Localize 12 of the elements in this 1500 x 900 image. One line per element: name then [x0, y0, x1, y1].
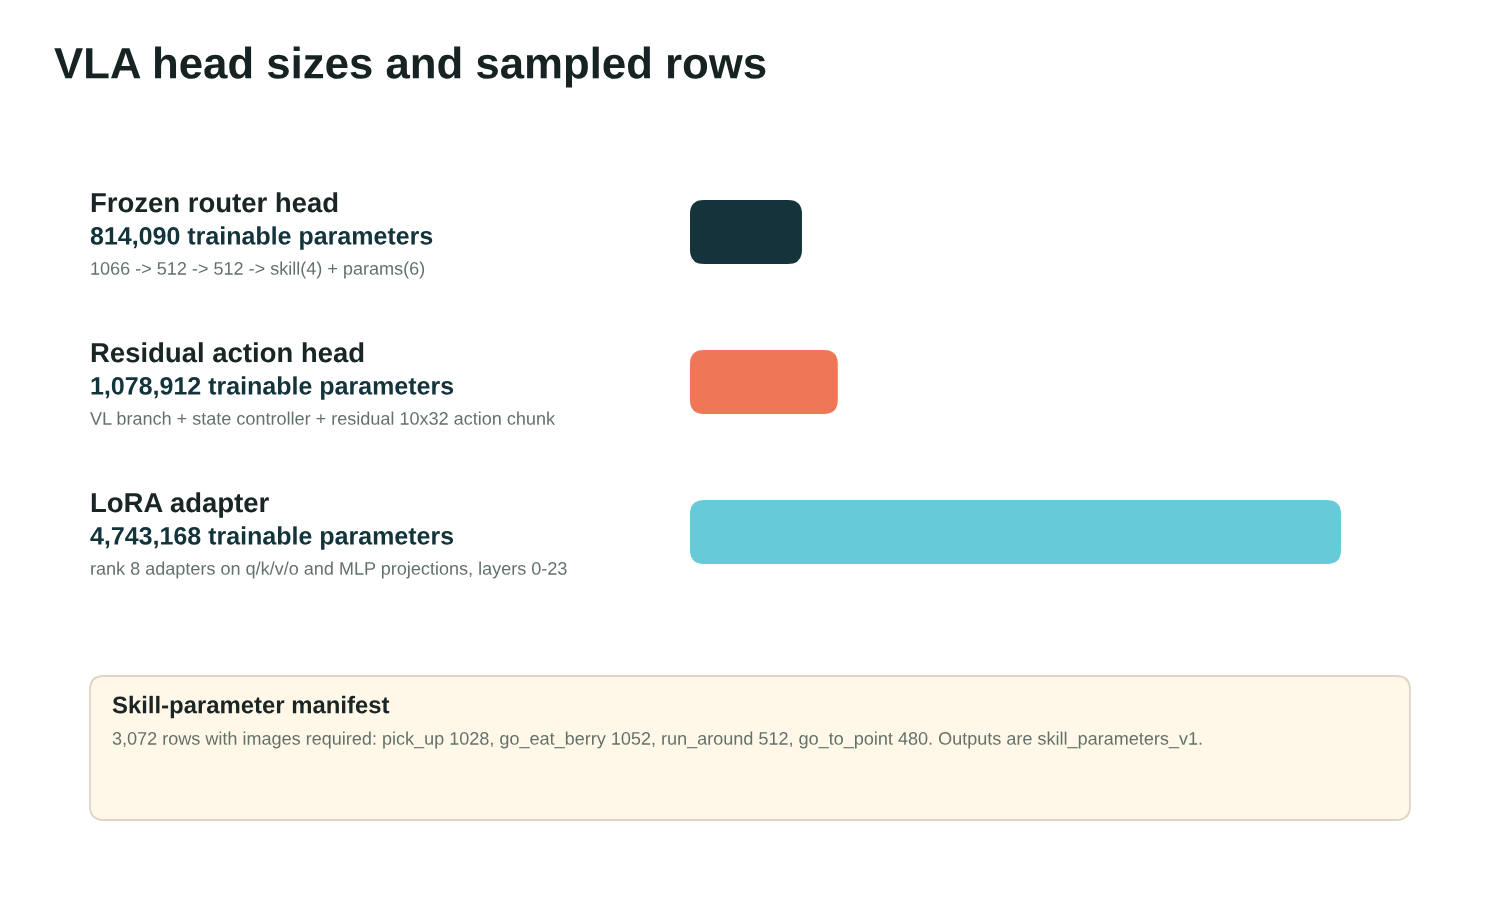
y-tick-label: Frozen router head: [91, 192, 338, 213]
text: 1,078,912 trainable parameters: [91, 376, 454, 400]
y-tick-label: LoRA adapter: [91, 492, 269, 518]
chart-title: VLA head sizes and sampled rows: [54, 46, 766, 88]
text: 4,743,168 trainable parameters: [90, 526, 454, 550]
text: 814,090 trainable parameters: [90, 226, 433, 250]
text: rank 8 adapters on q/k/v/o and MLP projections, layers 0-23: [91, 561, 567, 579]
y-tick-label: Residual action head: [91, 342, 364, 363]
text: 1066 -> 512 -> 512 -> skill(4) + params(6): [91, 261, 425, 279]
text: VL branch + state controller + residual 10x32 action chunk: [90, 411, 556, 425]
text: 3,072 rows with images required: pick_up 1028, go_eat_berry 1052, run_around 512, go_to_point 480. Outputs are skill_parameters_v1.: [112, 731, 1202, 749]
text: Skill-parameter manifest: [112, 695, 390, 719]
